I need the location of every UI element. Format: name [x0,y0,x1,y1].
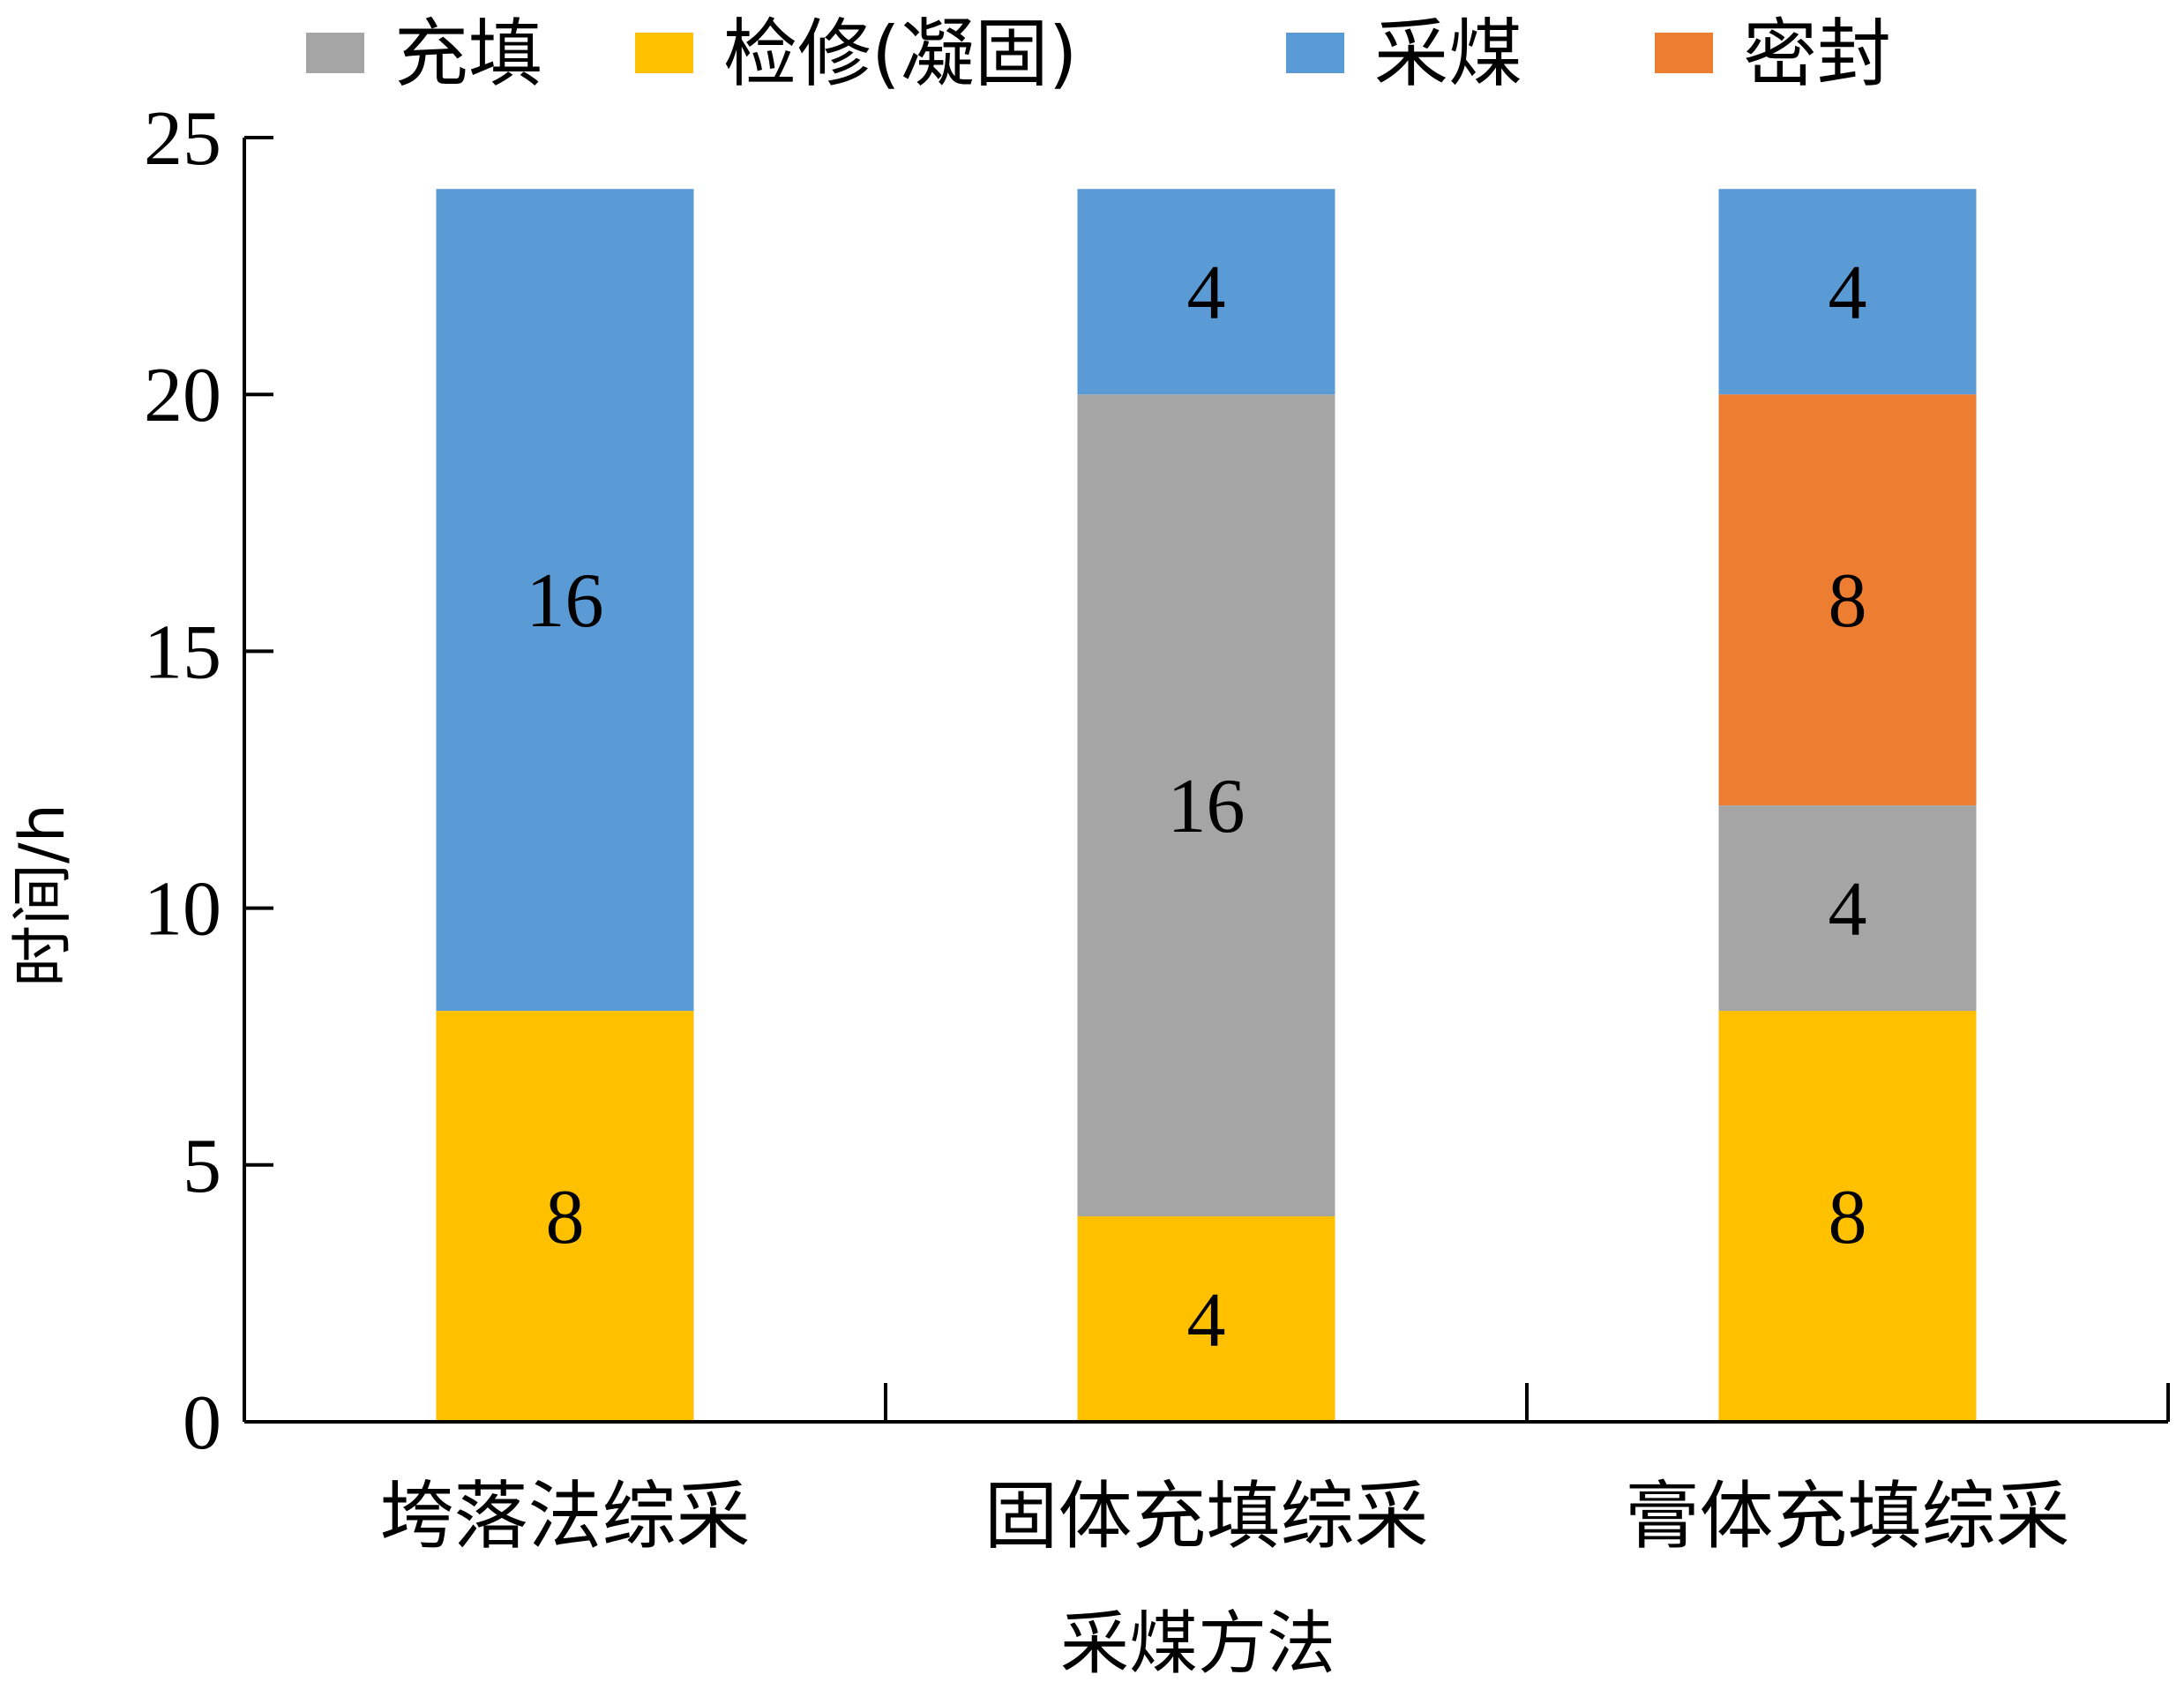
y-tick-label: 15 [144,609,221,695]
legend-swatch [1286,33,1344,73]
bar-segment-1-4 [436,189,694,1012]
bar-value-label: 4 [1829,867,1867,953]
x-axis: 垮落法综采 固体充填综采 膏体充填综采 [244,1383,2170,1559]
y-tick-label: 0 [183,1380,221,1466]
bar-segment-3-2 [1718,805,1977,1012]
legend-swatch [635,33,693,73]
legend-swatch [1655,33,1713,73]
bar-value-labels: 8 16 4 16 4 8 4 8 4 [527,250,1867,1364]
bar-segment-2-2 [1077,394,1335,1217]
bar-value-label: 16 [527,558,604,644]
bar-segment-3-3 [1718,394,1977,806]
y-tick-label: 20 [144,353,221,438]
y-tick-label: 5 [183,1124,221,1209]
bar-value-label: 8 [546,1175,585,1260]
legend-swatch [306,33,364,73]
bar-value-label: 8 [1829,558,1867,644]
y-axis-title: 时间/h [6,804,79,987]
legend-label: 密封 [1743,11,1891,97]
bar-segment-3-1 [1718,1011,1977,1422]
y-tick-label: 25 [144,96,221,182]
bar-segment-1-1 [436,1011,694,1422]
bar-segment-2-4 [1077,189,1335,395]
legend-label: 检修(凝固) [723,11,1078,97]
bar-value-label: 4 [1187,1278,1226,1364]
x-tick-label: 垮落法综采 [379,1473,750,1559]
bar-segment-3-4 [1718,189,1977,395]
legend: 充填 检修(凝固) 采煤 密封 [306,11,1891,97]
legend-label: 采煤 [1374,11,1522,97]
bar-value-label: 8 [1829,1175,1867,1260]
y-axis: 0 5 10 15 20 25 [144,96,273,1466]
bar-value-label: 4 [1187,250,1226,336]
bar-segment-2-1 [1077,1216,1335,1422]
bars [436,189,1977,1422]
x-tick-label: 膏体充填综采 [1625,1473,2069,1559]
bar-value-label: 4 [1829,250,1867,336]
legend-label: 充填 [394,11,542,97]
x-axis-title: 采煤方法 [1060,1604,1335,1682]
bar-value-label: 16 [1168,764,1245,849]
x-tick-label: 固体充填综采 [984,1473,1428,1559]
y-tick-label: 10 [144,867,221,953]
